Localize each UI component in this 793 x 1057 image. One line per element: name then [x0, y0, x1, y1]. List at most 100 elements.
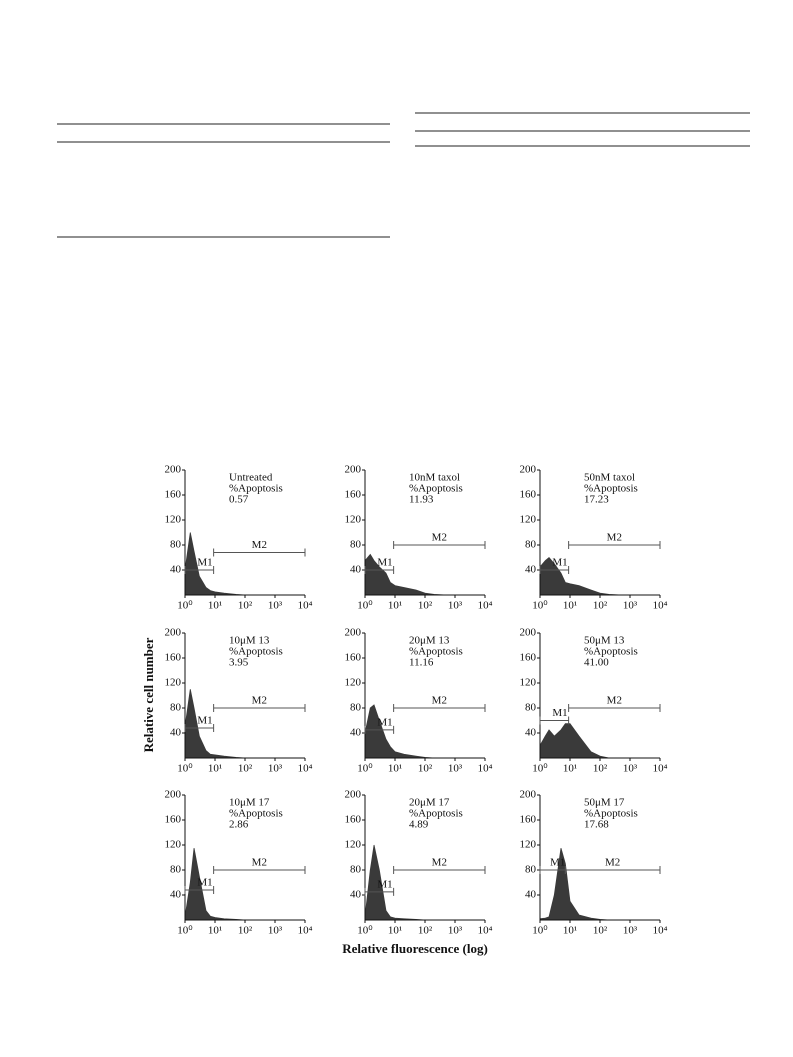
gate-label: M1 [377, 716, 392, 728]
annotation: 50nM taxol [584, 472, 635, 484]
y-tick-label: 80 [350, 539, 362, 551]
annotation: 11.93 [409, 494, 434, 506]
x-tick-label: 10² [593, 600, 608, 612]
y-tick-label: 200 [165, 464, 182, 476]
x-tick-label: 10⁴ [298, 763, 313, 775]
gate-label: M2 [607, 695, 622, 707]
x-tick-label: 10² [238, 600, 253, 612]
y-tick-label: 160 [165, 489, 182, 501]
x-tick-label: 10⁴ [478, 763, 493, 775]
x-tick-label: 10³ [448, 600, 463, 612]
x-tick-label: 10⁰ [357, 763, 373, 775]
annotation: 10μM 13 [229, 635, 270, 647]
y-tick-label: 160 [165, 814, 182, 826]
gate-label: M2 [432, 857, 447, 869]
y-tick-label: 40 [170, 564, 182, 576]
x-tick-label: 10⁰ [177, 763, 193, 775]
x-tick-label: 10¹ [388, 925, 402, 937]
x-tick-label: 10⁰ [177, 925, 193, 937]
y-tick-label: 120 [345, 839, 362, 851]
panel: 40 80 120 160 200 10⁰ 10¹ 10² 10³ 10⁴ 10nM taxol%A… [345, 464, 493, 612]
annotation: %Apoptosis [409, 808, 463, 820]
x-tick-label: 10³ [448, 763, 463, 775]
x-tick-label: 10⁴ [298, 600, 313, 612]
y-tick-label: 200 [165, 627, 182, 639]
x-tick-label: 10³ [268, 600, 283, 612]
y-tick-label: 120 [345, 677, 362, 689]
x-tick-label: 10³ [268, 763, 283, 775]
annotation: 4.89 [409, 819, 429, 831]
gate-label: M2 [252, 857, 267, 869]
x-tick-label: 10⁴ [653, 925, 668, 937]
y-tick-label: 120 [520, 839, 537, 851]
x-tick-label: 10³ [623, 600, 638, 612]
y-tick-label: 40 [525, 727, 537, 739]
y-tick-label: 120 [520, 677, 537, 689]
annotation: 17.68 [584, 819, 609, 831]
panel: 40 80 120 160 200 10⁰ 10¹ 10² 10³ 10⁴ 50nM taxol%A… [520, 464, 668, 612]
gate-label: M1 [197, 557, 212, 569]
x-tick-label: 10³ [448, 925, 463, 937]
x-tick-label: 10² [238, 925, 253, 937]
gate-label: M1 [552, 557, 567, 569]
gate-label: M1 [377, 557, 392, 569]
y-tick-label: 120 [165, 514, 182, 526]
x-tick-label: 10³ [268, 925, 283, 937]
x-tick-label: 10³ [623, 763, 638, 775]
x-axis-label: Relative fluorescence (log) [342, 941, 488, 956]
x-tick-label: 10⁴ [653, 600, 668, 612]
y-tick-label: 120 [165, 677, 182, 689]
x-tick-label: 10⁰ [532, 600, 548, 612]
panel: 40 80 120 160 200 10⁰ 10¹ 10² 10³ 10⁴ Untreated%Ap… [165, 464, 313, 612]
y-axis-label: Relative cell number [141, 637, 156, 752]
histogram-area [364, 704, 455, 759]
x-tick-label: 10² [593, 925, 608, 937]
x-tick-label: 10⁰ [532, 925, 548, 937]
gate-label: M1 [552, 707, 567, 719]
panel: 40 80 120 160 200 10⁰ 10¹ 10² 10³ 10⁴ 10μM 13%Apop… [165, 627, 313, 775]
y-tick-label: 40 [350, 727, 362, 739]
x-tick-label: 10¹ [563, 925, 577, 937]
x-tick-label: 10¹ [208, 600, 222, 612]
y-tick-label: 120 [520, 514, 537, 526]
annotation: Untreated [229, 472, 273, 484]
y-tick-label: 80 [170, 864, 182, 876]
x-tick-label: 10⁴ [653, 763, 668, 775]
annotation: %Apoptosis [409, 646, 463, 658]
y-tick-label: 40 [350, 564, 362, 576]
y-tick-label: 160 [520, 489, 537, 501]
gate-label: M2 [252, 695, 267, 707]
annotation: 41.00 [584, 657, 609, 669]
y-tick-label: 80 [525, 864, 537, 876]
x-tick-label: 10³ [623, 925, 638, 937]
y-tick-label: 80 [170, 702, 182, 714]
y-tick-label: 120 [345, 514, 362, 526]
gate-label: M1 [550, 857, 565, 869]
x-tick-label: 10² [593, 763, 608, 775]
x-tick-label: 10⁰ [177, 600, 193, 612]
gate-label: M1 [197, 715, 212, 727]
x-tick-label: 10¹ [563, 600, 577, 612]
y-tick-label: 160 [345, 652, 362, 664]
gate-label: M2 [432, 695, 447, 707]
y-tick-label: 200 [520, 789, 537, 801]
gate-label: M2 [252, 539, 267, 551]
gate-label: M2 [605, 857, 620, 869]
x-tick-label: 10⁰ [357, 600, 373, 612]
y-tick-label: 80 [350, 864, 362, 876]
y-tick-label: 200 [520, 464, 537, 476]
y-tick-label: 80 [525, 702, 537, 714]
y-tick-label: 80 [350, 702, 362, 714]
x-tick-label: 10¹ [208, 763, 222, 775]
x-tick-label: 10¹ [388, 600, 402, 612]
panel: 40 80 120 160 200 10⁰ 10¹ 10² 10³ 10⁴ 50μM 13%Apop… [520, 627, 668, 775]
y-tick-label: 200 [165, 789, 182, 801]
y-tick-label: 200 [345, 627, 362, 639]
x-tick-label: 10² [238, 763, 253, 775]
y-tick-label: 80 [525, 539, 537, 551]
annotation: %Apoptosis [584, 483, 638, 495]
gate-label: M2 [607, 532, 622, 544]
x-tick-label: 10⁴ [478, 600, 493, 612]
x-tick-label: 10⁴ [478, 925, 493, 937]
